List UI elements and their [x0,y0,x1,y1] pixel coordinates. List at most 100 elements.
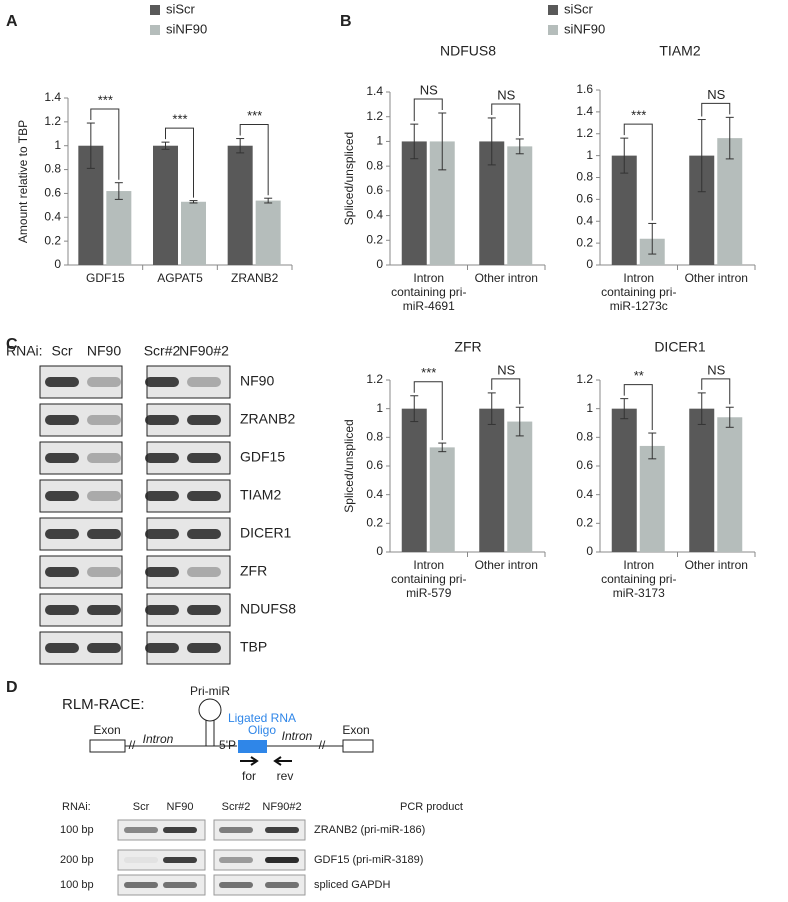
gel-band [124,882,158,888]
bar [401,141,427,265]
diagram-label: Intron [282,729,313,743]
significance-bracket [701,378,731,405]
blot-band [87,643,121,653]
significance-label: *** [421,365,436,380]
significance-label: NS [707,87,725,102]
hairpin-stem [205,720,215,746]
y-tick-label: 0.4 [576,487,593,501]
blot-band [87,529,121,539]
x-tick-label-box: Intron containing pri-miR-4691 [391,271,466,313]
size-label: 100 bp [60,824,94,836]
x-tick-label: Other intron [684,558,748,572]
bar [429,447,455,552]
bar [611,408,637,552]
y-tick-label: 1.2 [576,126,593,140]
blot-row-label: DICER1 [240,525,292,541]
x-tick-label-box: AGPAT5 [157,271,203,285]
y-tick-label: 0.6 [576,192,593,206]
bar [639,445,665,552]
chart-title: TIAM2 [659,43,700,59]
bar [717,417,743,552]
blot-band [145,377,179,387]
legend-label: siNF90 [166,21,207,36]
blot-band [45,605,79,615]
y-tick-label: 1.2 [366,109,383,123]
y-tick-label: 1.2 [44,114,61,128]
y-tick-label: 0.4 [366,208,383,222]
significance-bracket [413,98,443,122]
y-tick-label: 0.8 [366,158,383,172]
significance-label: *** [172,112,187,127]
y-tick-label: 1 [376,134,383,148]
diagram-label: Ligated RNA [228,711,296,725]
significance-label: ** [634,368,644,383]
y-tick-label: 0.2 [366,516,383,530]
legend-swatch [548,5,558,15]
significance-label: NS [497,362,515,377]
blot-band [187,643,221,653]
bar [507,146,533,265]
diagram-label: Oligo [248,723,276,737]
chart-title: DICER1 [654,339,706,355]
gel-band [163,857,197,863]
y-tick-label: 0.2 [44,233,61,247]
significance-bracket [90,108,120,180]
y-tick-label: 1.4 [44,90,61,104]
chart-title: NDFUS8 [440,43,496,59]
legend-swatch [150,5,160,15]
chart-title: ZFR [454,339,481,355]
product-header: PCR product [400,801,463,813]
y-axis-label: Amount relative to TBP [16,120,30,243]
exon-box [342,739,374,753]
y-tick-label: 0.8 [44,162,61,176]
significance-label: *** [247,108,262,123]
x-tick-label-box: Other intron [684,558,748,572]
oligo-box [238,740,267,753]
gel-band [124,857,158,863]
gel-box [213,874,306,896]
significance-label: *** [98,92,113,107]
blot-band [87,491,121,501]
rnai-label: RNAi: [6,343,43,359]
break-mark: // [319,738,326,752]
x-tick-label-box: Other intron [474,558,538,572]
y-tick-label: 0.8 [366,430,383,444]
blot-band [145,415,179,425]
gel-box [117,874,206,896]
diagram-label: Exon [342,723,369,737]
y-tick-label: 0.4 [44,209,61,223]
break-mark: // [129,738,136,752]
blot-band [87,567,121,577]
gel-band [219,857,253,863]
x-tick-label: Other intron [474,271,538,285]
y-tick-label: 1.2 [576,372,593,386]
product-label: spliced GAPDH [314,879,390,891]
bar [401,408,427,552]
blot-band [187,605,221,615]
gel-band [163,827,197,833]
blot-band [45,643,79,653]
y-tick-label: 0.2 [366,232,383,246]
blot-band [45,491,79,501]
y-tick-label: 1.4 [366,84,383,98]
y-tick-label: 1 [586,401,593,415]
panel-label: A [6,13,18,30]
panel-label: D [6,679,18,696]
x-tick-label: Other intron [474,558,538,572]
forward-arrow [240,756,259,766]
y-tick-label: 0 [586,257,593,271]
blot-band [145,491,179,501]
blot-row-label: NF90 [240,373,274,389]
product-label: ZRANB2 (pri-miR-186) [314,824,425,836]
size-label: 200 bp [60,854,94,866]
bar [507,421,533,552]
diagram-label: for [242,769,256,783]
y-tick-label: 0.6 [366,458,383,472]
y-tick-label: 0.6 [576,458,593,472]
x-tick-label-box: Intron containing pri-miR-579 [391,558,466,600]
blot-band [145,643,179,653]
gel-band [219,882,253,888]
blot-band [187,567,221,577]
x-tick-label: GDF15 [85,271,125,285]
blot-band [87,415,121,425]
